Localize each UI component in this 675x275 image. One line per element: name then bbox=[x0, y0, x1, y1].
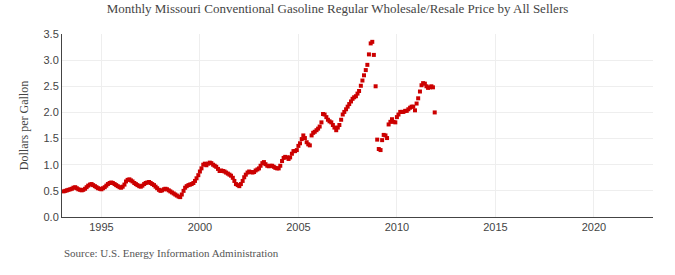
svg-text:1.0: 1.0 bbox=[44, 159, 59, 171]
svg-text:2005: 2005 bbox=[286, 221, 310, 233]
svg-text:2000: 2000 bbox=[188, 221, 212, 233]
svg-text:3.0: 3.0 bbox=[44, 54, 59, 66]
svg-text:2020: 2020 bbox=[582, 221, 606, 233]
svg-text:2010: 2010 bbox=[385, 221, 409, 233]
svg-text:1995: 1995 bbox=[89, 221, 113, 233]
svg-text:2.0: 2.0 bbox=[44, 106, 59, 118]
svg-text:1.5: 1.5 bbox=[44, 132, 59, 144]
svg-text:2.5: 2.5 bbox=[44, 80, 59, 92]
svg-text:Monthly Missouri Conventional: Monthly Missouri Conventional Gasoline R… bbox=[107, 1, 569, 16]
svg-text:0.0: 0.0 bbox=[44, 211, 59, 223]
svg-text:0.5: 0.5 bbox=[44, 185, 59, 197]
svg-text:3.5: 3.5 bbox=[44, 28, 59, 40]
svg-text:2015: 2015 bbox=[483, 221, 507, 233]
svg-text:Dollars per Gallon: Dollars per Gallon bbox=[17, 81, 31, 170]
svg-text:Source: U.S. Energy Informatio: Source: U.S. Energy Information Administ… bbox=[64, 247, 279, 259]
